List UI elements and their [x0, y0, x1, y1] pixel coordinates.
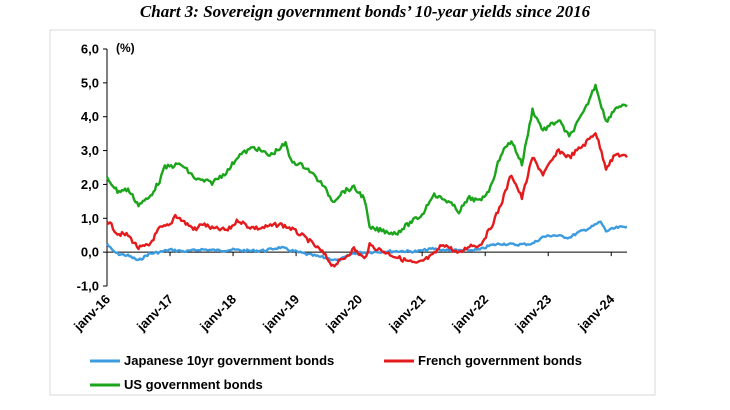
legend-label-1: Japanese 10yr government bonds: [124, 353, 334, 368]
y-tick-label: -1,0: [77, 279, 99, 294]
series-line-2: [106, 132, 628, 268]
x-tick-label: janv-23: [511, 292, 554, 335]
series-line-3: [105, 83, 628, 236]
legend-label-3: US government bonds: [124, 377, 263, 392]
x-tick-label: janv-19: [259, 292, 302, 335]
y-tick-label: 2,0: [81, 177, 99, 192]
chart-frame: [49, 29, 656, 396]
axes: -1,0 0,0 1,0 2,0 3,0 4,0 5,0 6,0 janv-16 janv-17 j…: [70, 42, 627, 335]
legend-label-2: French government bonds: [418, 353, 582, 368]
x-tick-label: janv-17: [133, 292, 176, 335]
y-tick-label: 3,0: [81, 143, 99, 158]
chart-title: Chart 3: Sovereign government bonds’ 10-…: [139, 2, 591, 21]
series-layer: [105, 83, 628, 268]
y-tick-label: 0,0: [81, 245, 99, 260]
x-tick-label: janv-18: [196, 292, 239, 335]
y-tick-label: 5,0: [81, 75, 99, 90]
x-tick-label: janv-16: [70, 292, 113, 335]
legend: Japanese 10yr government bonds French gov…: [90, 353, 582, 392]
x-tick-label: janv-20: [322, 292, 365, 335]
x-tick-label: janv-21: [385, 292, 428, 335]
x-tick-label: janv-24: [574, 291, 618, 335]
y-tick-label: 4,0: [81, 109, 99, 124]
y-tick-label: 6,0: [81, 42, 99, 57]
x-tick-label: janv-22: [448, 292, 491, 335]
y-unit-label: (%): [116, 41, 135, 55]
y-tick-label: 1,0: [81, 211, 99, 226]
